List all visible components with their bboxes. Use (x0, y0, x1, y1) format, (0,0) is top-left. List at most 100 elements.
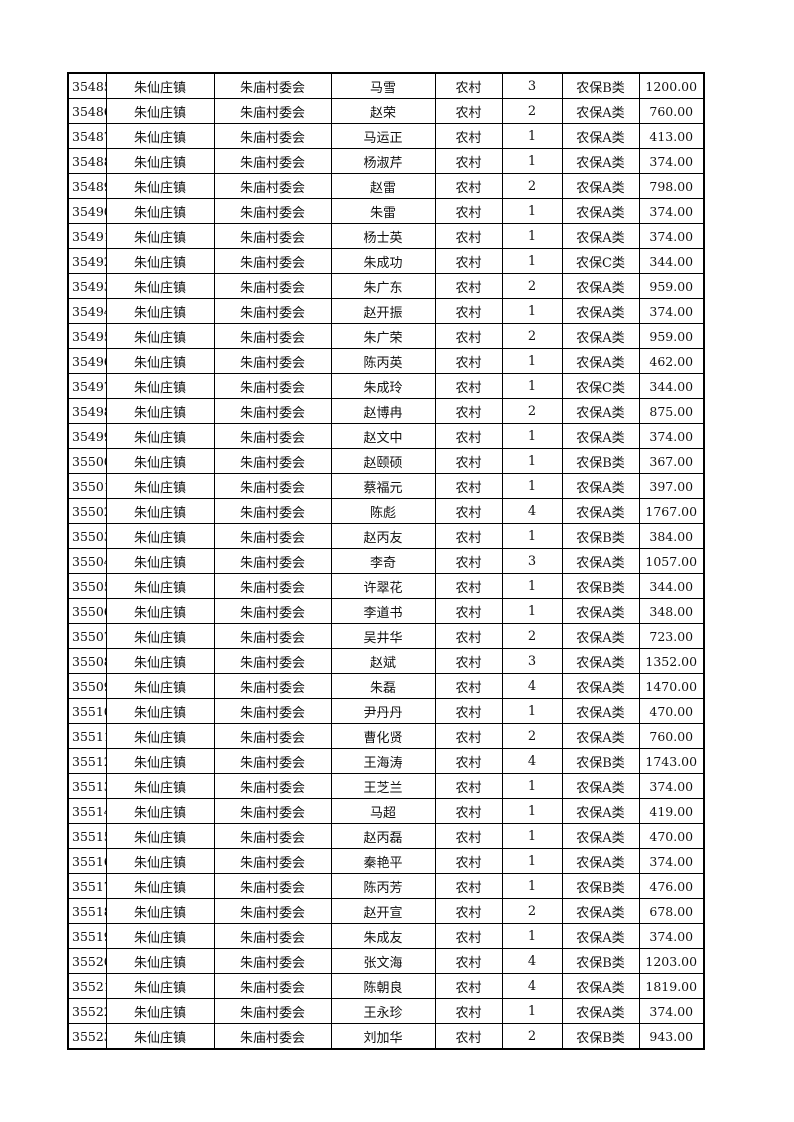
person-name-cell: 赵博冉 (330, 398, 436, 424)
insurance-category-cell: 农保A类 (561, 123, 640, 149)
table-row: 35520朱仙庄镇朱庙村委会张文海农村4农保B类1203.00 (67, 948, 705, 974)
household-type-cell: 农村 (434, 423, 503, 449)
amount-cell: 344.00 (638, 248, 705, 274)
household-type-cell: 农村 (434, 623, 503, 649)
town-cell: 朱仙庄镇 (105, 623, 215, 649)
amount-cell: 1352.00 (638, 648, 705, 674)
household-type-cell: 农村 (434, 573, 503, 599)
village-committee-cell: 朱庙村委会 (213, 148, 332, 174)
town-cell: 朱仙庄镇 (105, 323, 215, 349)
town-cell: 朱仙庄镇 (105, 348, 215, 374)
member-count-cell: 4 (501, 673, 563, 699)
town-cell: 朱仙庄镇 (105, 298, 215, 324)
village-committee-cell: 朱庙村委会 (213, 623, 332, 649)
town-cell: 朱仙庄镇 (105, 848, 215, 874)
village-committee-cell: 朱庙村委会 (213, 998, 332, 1024)
insurance-category-cell: 农保A类 (561, 173, 640, 199)
table-row: 35502朱仙庄镇朱庙村委会陈彪农村4农保A类1767.00 (67, 498, 705, 524)
town-cell: 朱仙庄镇 (105, 548, 215, 574)
town-cell: 朱仙庄镇 (105, 823, 215, 849)
record-id-cell: 35503 (67, 523, 107, 549)
record-id-cell: 35516 (67, 848, 107, 874)
record-id-cell: 35513 (67, 773, 107, 799)
record-id-cell: 35521 (67, 973, 107, 999)
insurance-category-cell: 农保A类 (561, 673, 640, 699)
village-committee-cell: 朱庙村委会 (213, 72, 332, 99)
member-count-cell: 2 (501, 723, 563, 749)
amount-cell: 470.00 (638, 698, 705, 724)
insurance-category-cell: 农保A类 (561, 723, 640, 749)
record-id-cell: 35515 (67, 823, 107, 849)
insurance-category-cell: 农保B类 (561, 873, 640, 899)
village-committee-cell: 朱庙村委会 (213, 923, 332, 949)
amount-cell: 344.00 (638, 373, 705, 399)
town-cell: 朱仙庄镇 (105, 98, 215, 124)
insurance-category-cell: 农保B类 (561, 573, 640, 599)
amount-cell: 374.00 (638, 298, 705, 324)
insurance-category-cell: 农保A类 (561, 698, 640, 724)
household-type-cell: 农村 (434, 148, 503, 174)
village-committee-cell: 朱庙村委会 (213, 848, 332, 874)
person-name-cell: 杨淑芹 (330, 148, 436, 174)
amount-cell: 384.00 (638, 523, 705, 549)
town-cell: 朱仙庄镇 (105, 598, 215, 624)
table-row: 35490朱仙庄镇朱庙村委会朱雷农村1农保A类374.00 (67, 198, 705, 224)
table-row: 35500朱仙庄镇朱庙村委会赵颐硕农村1农保B类367.00 (67, 448, 705, 474)
member-count-cell: 1 (501, 598, 563, 624)
table-row: 35495朱仙庄镇朱庙村委会朱广荣农村2农保A类959.00 (67, 323, 705, 349)
person-name-cell: 陈丙芳 (330, 873, 436, 899)
member-count-cell: 1 (501, 298, 563, 324)
village-committee-cell: 朱庙村委会 (213, 698, 332, 724)
member-count-cell: 1 (501, 998, 563, 1024)
town-cell: 朱仙庄镇 (105, 473, 215, 499)
amount-cell: 374.00 (638, 223, 705, 249)
table-row: 35491朱仙庄镇朱庙村委会杨士英农村1农保A类374.00 (67, 223, 705, 249)
household-type-cell: 农村 (434, 548, 503, 574)
record-id-cell: 35507 (67, 623, 107, 649)
insurance-category-cell: 农保B类 (561, 948, 640, 974)
table-row: 35516朱仙庄镇朱庙村委会秦艳平农村1农保A类374.00 (67, 848, 705, 874)
amount-cell: 348.00 (638, 598, 705, 624)
town-cell: 朱仙庄镇 (105, 123, 215, 149)
person-name-cell: 马运正 (330, 123, 436, 149)
record-id-cell: 35512 (67, 748, 107, 774)
household-type-cell: 农村 (434, 98, 503, 124)
amount-cell: 476.00 (638, 873, 705, 899)
person-name-cell: 朱雷 (330, 198, 436, 224)
person-name-cell: 赵丙友 (330, 523, 436, 549)
insurance-category-cell: 农保A类 (561, 273, 640, 299)
household-type-cell: 农村 (434, 773, 503, 799)
member-count-cell: 1 (501, 248, 563, 274)
table-row: 35507朱仙庄镇朱庙村委会吴井华农村2农保A类723.00 (67, 623, 705, 649)
record-id-cell: 35508 (67, 648, 107, 674)
record-id-cell: 35485 (67, 72, 107, 99)
member-count-cell: 1 (501, 573, 563, 599)
member-count-cell: 1 (501, 848, 563, 874)
record-id-cell: 35492 (67, 248, 107, 274)
member-count-cell: 4 (501, 948, 563, 974)
member-count-cell: 1 (501, 148, 563, 174)
table-row: 35505朱仙庄镇朱庙村委会许翠花农村1农保B类344.00 (67, 573, 705, 599)
village-committee-cell: 朱庙村委会 (213, 773, 332, 799)
table-row: 35489朱仙庄镇朱庙村委会赵雷农村2农保A类798.00 (67, 173, 705, 199)
person-name-cell: 马超 (330, 798, 436, 824)
household-type-cell: 农村 (434, 448, 503, 474)
household-type-cell: 农村 (434, 123, 503, 149)
amount-cell: 367.00 (638, 448, 705, 474)
table-row: 35512朱仙庄镇朱庙村委会王海涛农村4农保B类1743.00 (67, 748, 705, 774)
record-id-cell: 35493 (67, 273, 107, 299)
person-name-cell: 张文海 (330, 948, 436, 974)
table-body: 35485朱仙庄镇朱庙村委会马雪农村3农保B类1200.0035486朱仙庄镇朱… (67, 72, 705, 1050)
insurance-category-cell: 农保A类 (561, 648, 640, 674)
table-row: 35485朱仙庄镇朱庙村委会马雪农村3农保B类1200.00 (67, 72, 705, 99)
village-committee-cell: 朱庙村委会 (213, 973, 332, 999)
table-row: 35497朱仙庄镇朱庙村委会朱成玲农村1农保C类344.00 (67, 373, 705, 399)
record-id-cell: 35518 (67, 898, 107, 924)
village-committee-cell: 朱庙村委会 (213, 673, 332, 699)
person-name-cell: 马雪 (330, 72, 436, 99)
amount-cell: 1057.00 (638, 548, 705, 574)
village-committee-cell: 朱庙村委会 (213, 248, 332, 274)
member-count-cell: 2 (501, 398, 563, 424)
table-row: 35517朱仙庄镇朱庙村委会陈丙芳农村1农保B类476.00 (67, 873, 705, 899)
town-cell: 朱仙庄镇 (105, 798, 215, 824)
